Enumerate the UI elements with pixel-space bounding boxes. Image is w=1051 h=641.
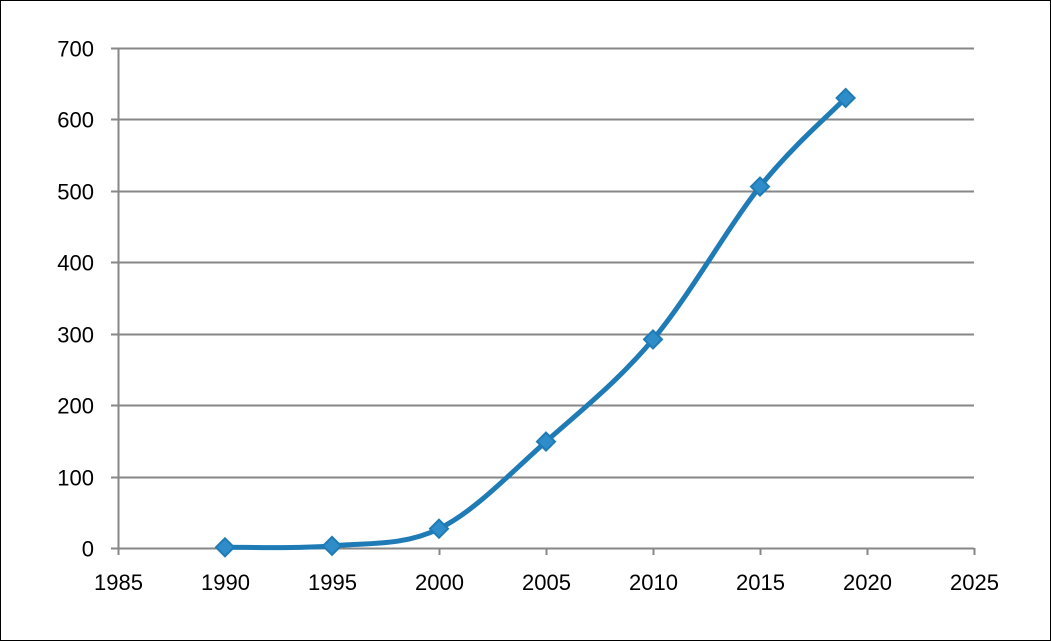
- axes: [111, 47, 976, 555]
- x-tick-label: 2005: [522, 570, 571, 595]
- x-tick-label: 2010: [629, 570, 678, 595]
- data-point-marker: [535, 431, 557, 452]
- y-tick-label: 300: [57, 323, 94, 348]
- y-tick-label: 500: [57, 180, 94, 205]
- x-tick-label: 2000: [415, 570, 464, 595]
- data-point-marker: [749, 176, 771, 197]
- x-tick-label: 2025: [950, 570, 999, 595]
- y-tick-labels: 0 100 200 300 400 500 600 700: [57, 37, 94, 562]
- x-tick-label: 1985: [94, 570, 143, 595]
- series-layer: [214, 87, 857, 558]
- y-tick-label: 100: [57, 466, 94, 491]
- series-line: [222, 95, 849, 551]
- x-tick-labels: 1985 1990 1995 2000 2005 2010 2015 2020 2025: [94, 570, 999, 595]
- y-tick-label: 600: [57, 108, 94, 133]
- y-tick-label: 400: [57, 251, 94, 276]
- y-tick-label: 700: [57, 37, 94, 62]
- x-tick-label: 1995: [308, 570, 357, 595]
- y-tick-label: 200: [57, 394, 94, 419]
- data-point-marker: [321, 535, 343, 557]
- gridlines: [118, 47, 974, 479]
- data-point-marker: [835, 87, 857, 109]
- y-tick-label: 0: [82, 537, 94, 562]
- data-point-marker: [642, 329, 664, 350]
- data-point-marker: [214, 536, 236, 558]
- data-point-marker: [428, 518, 450, 540]
- x-tick-label: 2020: [843, 570, 892, 595]
- x-tick-label: 1990: [201, 570, 250, 595]
- x-tick-label: 2015: [736, 570, 785, 595]
